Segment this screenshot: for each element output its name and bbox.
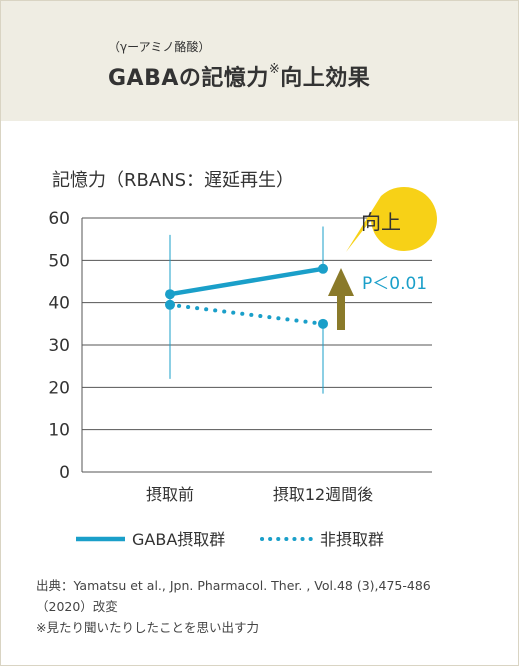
data-point (165, 289, 175, 300)
line-chart: 記憶力（RBANS：遅延再生） 0 10 20 30 40 50 60 摂取前 摂取12週間後… (48, 170, 437, 549)
chart-title: 記憶力（RBANS：遅延再生） (52, 170, 294, 191)
callout-label: 向上 (361, 210, 401, 234)
source-line-3: ※見たり聞いたりしたことを思い出す力 (36, 620, 259, 635)
y-tick-labels: 0 10 20 30 40 50 60 (48, 209, 70, 483)
x-tick-label: 摂取12週間後 (273, 485, 373, 504)
title-tail: 向上効果 (280, 66, 371, 91)
series-lines (165, 263, 328, 329)
annotations: 向上 P＜0.01 (328, 186, 437, 330)
y-tick-label: 0 (59, 463, 70, 483)
title-main: GABAの記憶力 (108, 66, 269, 91)
y-tick-label: 10 (48, 421, 70, 441)
y-tick-label: 60 (48, 209, 70, 229)
y-tick-label: 40 (48, 294, 70, 314)
legend-label: GABA摂取群 (132, 530, 225, 549)
x-tick-label: 摂取前 (146, 485, 194, 504)
page-title: GABAの記憶力※向上効果 (108, 60, 370, 92)
title-mark: ※ (268, 62, 281, 77)
callout-bubble (346, 186, 437, 252)
data-point (165, 299, 175, 310)
source-line-2: （2020）改変 (36, 599, 118, 614)
grid-lines (81, 217, 432, 473)
error-bars (169, 226, 324, 394)
legend-label: 非摂取群 (320, 530, 384, 549)
improvement-arrow-shaft (337, 290, 345, 330)
y-tick-label: 20 (48, 378, 70, 398)
p-value-label: P＜0.01 (362, 274, 427, 294)
source-note: 出典：Yamatsu et al., Jpn. Pharmacol. Ther.… (36, 575, 431, 638)
source-line-1: 出典：Yamatsu et al., Jpn. Pharmacol. Ther.… (36, 578, 431, 593)
series-line (167, 266, 326, 297)
subtitle: （γーアミノ酪酸） (108, 40, 211, 54)
y-tick-label: 50 (48, 251, 70, 271)
improvement-arrow-head (328, 268, 354, 296)
data-point (318, 318, 328, 329)
header-band (1, 1, 518, 121)
legend: GABA摂取群 非摂取群 (76, 530, 384, 549)
y-tick-label: 30 (48, 336, 70, 356)
x-tick-labels: 摂取前 摂取12週間後 (146, 485, 373, 504)
series-line (168, 302, 325, 326)
data-point (318, 263, 328, 274)
